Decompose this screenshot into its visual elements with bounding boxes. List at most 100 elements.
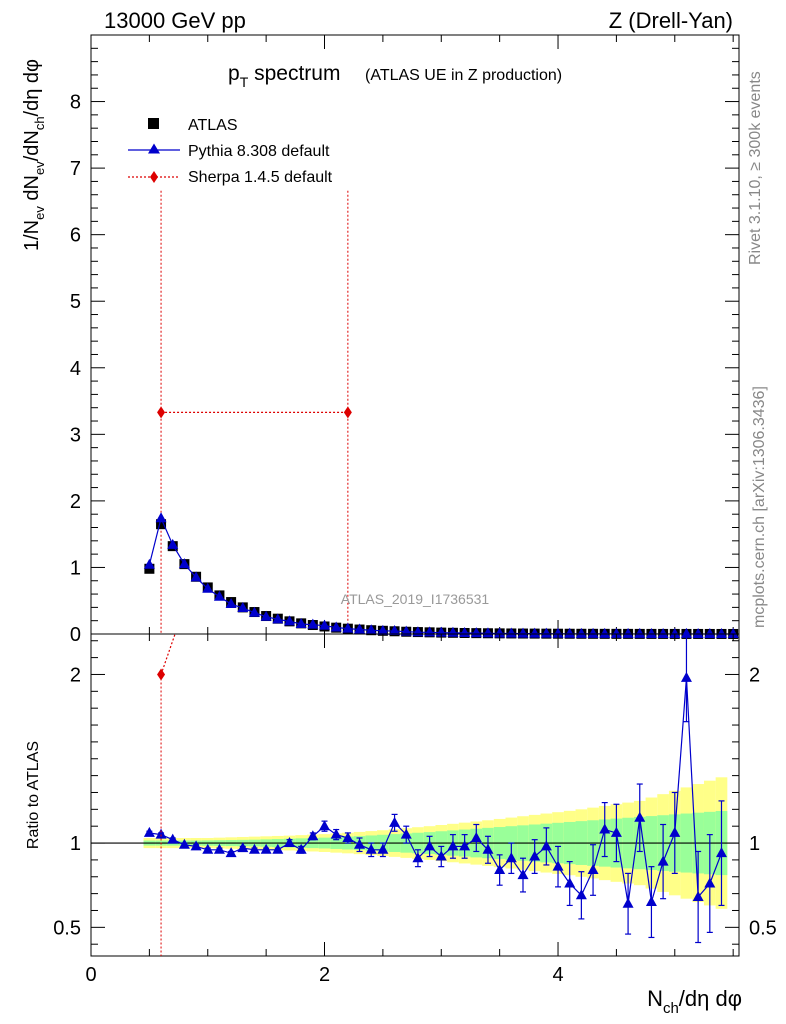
legend-atlas-marker: [148, 118, 159, 129]
main-y-tick-label: 5: [70, 291, 81, 313]
ratio-axis-ticks: 0.5 0.5 1 1 2 2 0 2 4: [53, 634, 777, 986]
pythia-point: [727, 627, 739, 638]
pythia-point: [470, 627, 482, 638]
pythia-ratio-point: [634, 811, 646, 822]
pythia-point: [610, 627, 622, 638]
main-y-tick-label: 8: [70, 92, 81, 114]
plot-title-word: spectrum: [248, 62, 340, 85]
pythia-point: [319, 619, 331, 630]
pythia-point: [330, 621, 342, 632]
pythia-ratio-point: [260, 843, 272, 854]
pythia-point: [505, 627, 517, 638]
pythia-point: [248, 606, 260, 617]
pythia-ratio-point: [657, 855, 669, 866]
pythia-ratio-point: [587, 864, 599, 875]
x-tick-label: 0: [85, 964, 96, 986]
pythia-ratio-point: [248, 843, 260, 854]
pythia-ratio-point: [564, 877, 576, 888]
pythia-point: [634, 627, 646, 638]
pythia-ratio-point: [692, 890, 704, 901]
pythia-point: [692, 627, 704, 638]
sherpa-ratio-point: [157, 668, 166, 681]
ratio-y-axis-label: Ratio to ATLAS: [25, 741, 42, 849]
pythia-point: [365, 624, 377, 635]
pythia-point: [190, 571, 202, 582]
ratio-panel: 0.5 0.5 1 1 2 2 0 2 4 Ratio to ATLAS: [25, 633, 777, 986]
pythia-point: [622, 627, 634, 638]
pythia-point: [715, 627, 727, 638]
main-y-tick-label: 4: [70, 358, 81, 380]
pythia-point: [540, 627, 552, 638]
main-y-tick-label: 6: [70, 225, 81, 247]
pythia-ratio-point: [447, 840, 459, 851]
pythia-point: [529, 627, 541, 638]
pythia-ratio-point: [283, 837, 295, 848]
pythia-ratio-point: [155, 828, 167, 839]
ratio-plot-frame: [90, 633, 740, 957]
pythia-point: [704, 627, 716, 638]
pythia-ratio-point: [459, 840, 471, 851]
pythia-point: [202, 582, 214, 593]
x-tick-label: 4: [552, 964, 563, 986]
main-y-axis-label: 1/Nev dNev/dNch/dη dφ: [21, 59, 47, 251]
pythia-ratio-point: [435, 850, 447, 861]
pythia-ratio-point: [552, 860, 564, 871]
x-tick-label: 2: [319, 964, 330, 986]
pythia-ratio-point: [704, 877, 716, 888]
pythia-ratio-point: [610, 826, 622, 837]
pythia-ratio-point: [272, 843, 284, 854]
pythia-ratio-point: [365, 843, 377, 854]
pythia-point: [564, 627, 576, 638]
pythia-ratio-point: [680, 671, 692, 682]
legend-sherpa-marker: [150, 171, 158, 183]
pythia-point: [400, 625, 412, 636]
main-y-tick-label: 7: [70, 158, 81, 180]
pythia-ratio-point: [377, 843, 389, 854]
pythia-ratio-point: [342, 831, 354, 842]
main-y-tick-label: 1: [70, 557, 81, 579]
pythia-ratio-point: [517, 869, 529, 880]
pythia-ratio-point: [470, 831, 482, 842]
pythia-point: [225, 598, 237, 609]
ratio-y-tick-label-right: 0.5: [749, 917, 777, 939]
pythia-ratio-point: [645, 896, 657, 907]
pythia-point: [599, 627, 611, 638]
ratio-y-tick-label-right: 1: [749, 833, 760, 855]
energy-label: 13000 GeV pp: [104, 8, 246, 33]
pythia-ratio-point: [143, 826, 155, 837]
pythia-ratio-point: [494, 864, 506, 875]
pythia-point: [680, 627, 692, 638]
pythia-point: [213, 590, 225, 601]
pythia-point: [272, 613, 284, 624]
sherpa-point: [157, 406, 166, 419]
atlas-data-point: [156, 519, 167, 530]
pythia-point: [155, 512, 167, 523]
pythia-point: [587, 627, 599, 638]
pythia-point: [517, 627, 529, 638]
pythia-point: [669, 627, 681, 638]
pythia-point: [389, 624, 401, 635]
pythia-ratio-point: [529, 850, 541, 861]
legend-atlas-label: ATLAS: [188, 117, 238, 134]
mcplots-label: mcplots.cern.ch [arXiv:1306.3436]: [751, 386, 768, 628]
pythia-ratio-point: [482, 843, 494, 854]
analysis-watermark: ATLAS_2019_I1736531: [341, 591, 490, 607]
pythia-point: [178, 558, 190, 569]
pythia-ratio-point: [389, 816, 401, 827]
main-y-tick-label: 0: [70, 624, 81, 646]
pythia-point: [237, 602, 249, 613]
legend-pythia-label: Pythia 8.308 default: [188, 143, 330, 160]
ratio-y-tick-label-right: 2: [749, 664, 760, 686]
pythia-ratio-point: [400, 828, 412, 839]
pythia-ratio-point: [540, 840, 552, 851]
rivet-label: Rivet 3.1.10, ≥ 300k events: [747, 71, 764, 265]
pythia-point: [283, 615, 295, 626]
pythia-ratio-point: [167, 833, 179, 844]
pythia-point: [552, 627, 564, 638]
pythia-ratio-point: [424, 840, 436, 851]
ratio-y-tick-label: 2: [70, 664, 81, 686]
pythia-ratio-point: [213, 843, 225, 854]
pythia-ratio-point: [178, 838, 190, 849]
pythia-ratio-point: [505, 852, 517, 863]
pythia-ratio-point: [622, 897, 634, 908]
